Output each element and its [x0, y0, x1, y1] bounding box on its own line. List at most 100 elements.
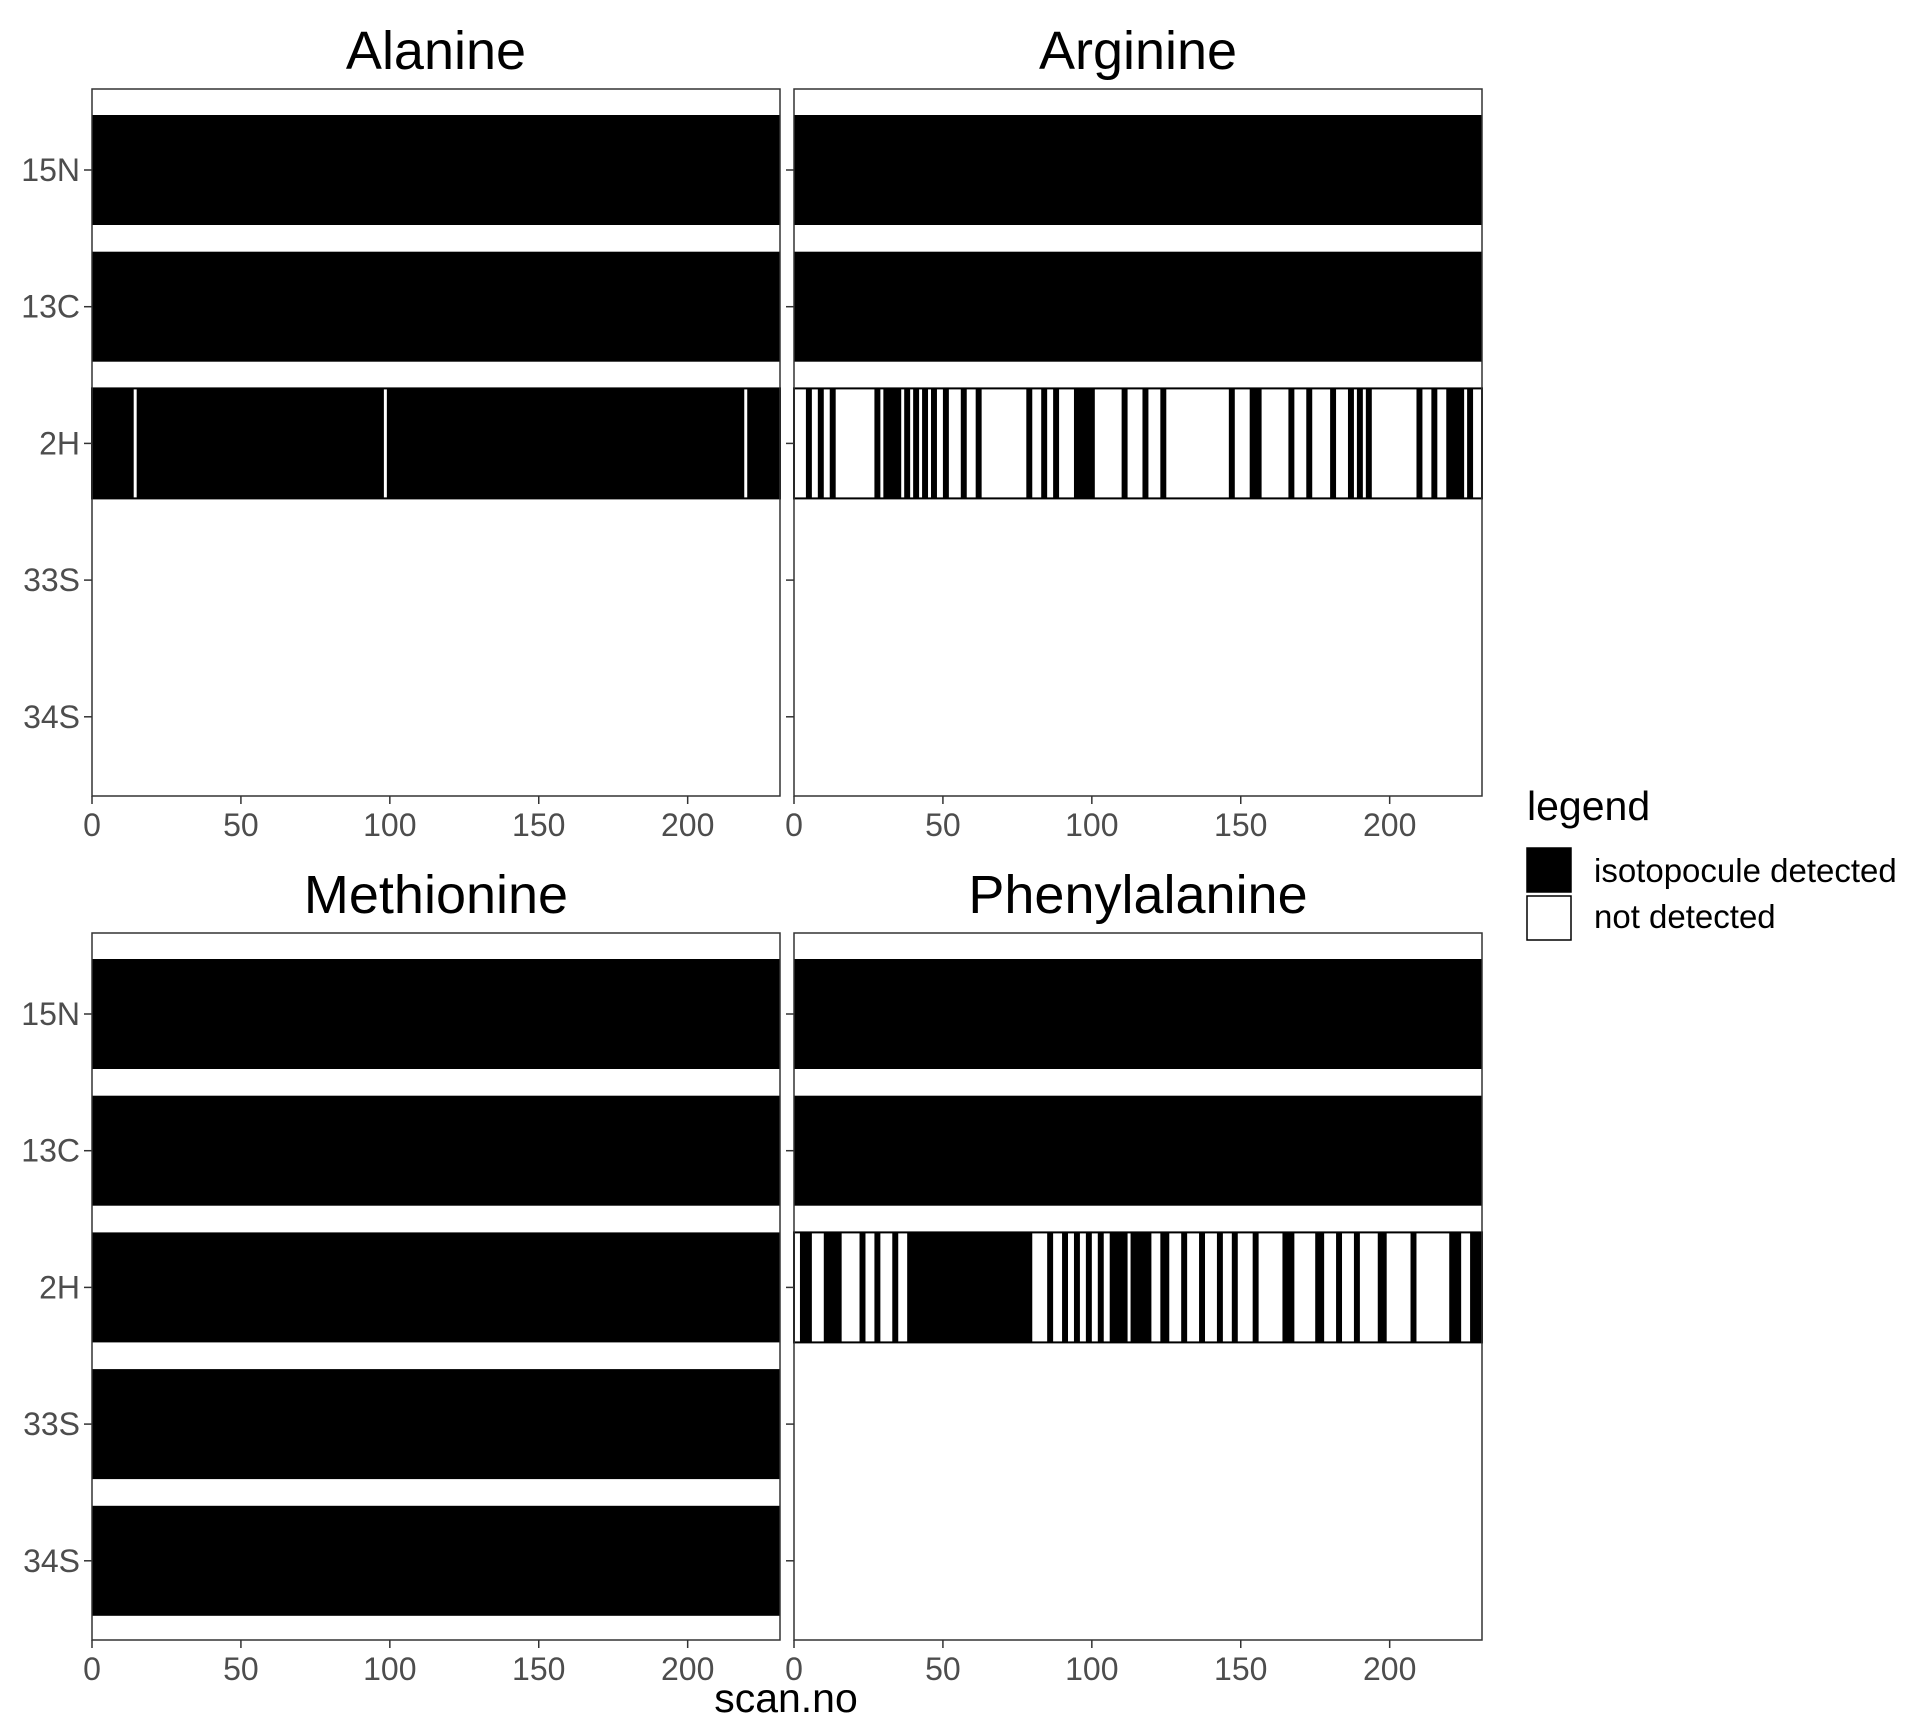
detected-tile — [92, 1232, 780, 1343]
detected-tile — [794, 115, 1482, 225]
detected-tile — [136, 388, 384, 499]
legend-label-detected: isotopocule detected — [1594, 852, 1897, 889]
legend-title: legend — [1527, 783, 1650, 829]
detected-tile — [1121, 388, 1128, 499]
x-tick-label: 200 — [661, 1651, 714, 1687]
detected-tile — [904, 388, 911, 499]
detected-tile — [1085, 1232, 1092, 1343]
detected-tile — [960, 388, 967, 499]
detected-tile — [1431, 388, 1438, 499]
detected-tile — [1073, 1232, 1080, 1343]
panel-methionine: Methionine 15N 13C 2H 33S 34S 0 50 100 150 200 — [21, 865, 781, 1687]
detected-tile — [1041, 388, 1048, 499]
detected-tile — [942, 388, 949, 499]
detected-tile — [1449, 1232, 1462, 1343]
row-phenylalanine-15n — [794, 959, 1482, 1069]
row-alanine-13c — [92, 251, 780, 362]
panel-border — [91, 88, 781, 797]
detected-tile — [823, 1232, 842, 1343]
x-tick-label: 150 — [512, 807, 565, 843]
y-tick-label: 2H — [39, 1269, 80, 1305]
detected-tile — [1330, 388, 1337, 499]
detected-tile — [1231, 1232, 1238, 1343]
detected-tile — [1306, 388, 1313, 499]
x-tick-label: 100 — [1065, 807, 1118, 843]
x-tick-label: 50 — [223, 1651, 259, 1687]
row-methionine-33s — [92, 1369, 780, 1480]
row-arginine-15n — [794, 115, 1482, 225]
detected-tile — [386, 388, 745, 499]
x-tick-label: 50 — [223, 807, 259, 843]
detected-tile — [883, 388, 902, 499]
detected-tile — [1353, 1232, 1360, 1343]
x-tick-label: 100 — [363, 1651, 416, 1687]
detected-tile — [799, 1232, 812, 1343]
detected-tile — [829, 388, 836, 499]
panel-title-methionine: Methionine — [304, 865, 568, 925]
row-methionine-2h — [92, 1232, 780, 1343]
panel-border — [793, 932, 1483, 1641]
panel-alanine: Alanine 15N 13C 2H 33S 34S 0 50 100 150 200 — [21, 21, 781, 843]
detected-tile — [794, 959, 1482, 1069]
detected-tile — [1249, 388, 1262, 499]
detected-tile — [747, 388, 780, 499]
detected-tile — [1282, 1232, 1295, 1343]
x-tick-label: 50 — [925, 1651, 961, 1687]
panel-border — [91, 932, 781, 1641]
panel-phenylalanine: Phenylalanine 0 50 100 150 200 — [785, 865, 1483, 1687]
detected-tile — [859, 1232, 866, 1343]
y-tick-label: 15N — [21, 152, 80, 188]
detected-tile — [1446, 388, 1465, 499]
detected-tile — [1216, 1232, 1223, 1343]
detected-tile — [1228, 388, 1235, 499]
detected-tile — [1160, 388, 1167, 499]
detected-tile — [92, 251, 780, 362]
row-arginine-13c — [794, 251, 1482, 362]
legend-label-not-detected: not detected — [1594, 898, 1776, 935]
x-tick-label: 200 — [1363, 1651, 1416, 1687]
detected-tile — [1410, 1232, 1417, 1343]
y-tick-label: 15N — [21, 996, 80, 1032]
detected-tile — [1336, 1232, 1343, 1343]
x-tick-label: 200 — [661, 807, 714, 843]
row-methionine-34s — [92, 1505, 780, 1616]
detected-tile — [817, 388, 824, 499]
detected-tile — [1109, 1232, 1128, 1343]
row-alanine-2h — [91, 387, 781, 500]
x-tick-label: 100 — [363, 807, 416, 843]
y-tick-label: 34S — [23, 699, 80, 735]
detected-tile — [1377, 1232, 1387, 1343]
x-tick-label: 150 — [1214, 1651, 1267, 1687]
detected-tile — [907, 1232, 1033, 1343]
y-tick-label: 13C — [21, 289, 80, 325]
detected-tile — [92, 115, 780, 225]
x-axis-title: scan.no — [714, 1675, 858, 1721]
detected-tile — [1288, 388, 1295, 499]
x-tick-label: 150 — [1214, 807, 1267, 843]
y-tick-label: 34S — [23, 1543, 80, 1579]
row-phenylalanine-2h — [793, 1231, 1483, 1344]
row-methionine-13c — [92, 1095, 780, 1206]
detected-tile — [1356, 388, 1363, 499]
detected-tile — [1053, 388, 1060, 499]
detected-tile — [92, 388, 134, 499]
detected-tile — [913, 388, 920, 499]
x-tick-label: 150 — [512, 1651, 565, 1687]
y-tick-label: 13C — [21, 1133, 80, 1169]
legend-key-not-detected — [1526, 895, 1572, 941]
detected-tile — [1252, 1232, 1259, 1343]
detected-tile — [92, 1095, 780, 1206]
y-tick-label: 2H — [39, 425, 80, 461]
detected-tile — [1062, 1232, 1069, 1343]
detected-tile — [1047, 1232, 1054, 1343]
detected-tile — [794, 251, 1482, 362]
detected-tile — [874, 1232, 881, 1343]
y-tick-label: 33S — [23, 1406, 80, 1442]
legend-key-detected — [1526, 847, 1572, 893]
detected-tile — [1365, 388, 1372, 499]
y-tick-label: 33S — [23, 562, 80, 598]
panel-title-arginine: Arginine — [1039, 21, 1237, 81]
detected-tile — [1470, 1232, 1482, 1343]
